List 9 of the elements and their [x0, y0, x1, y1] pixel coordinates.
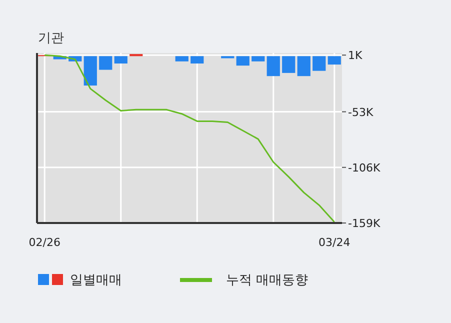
- y-tick-label: 1K: [348, 49, 363, 62]
- y-tick-label: -53K: [348, 106, 374, 119]
- x-tick-label: 02/26: [28, 236, 60, 249]
- chart-title: 기관: [38, 31, 64, 46]
- y-tick-label: -106K: [348, 161, 381, 174]
- legend-label: 일별매매: [70, 273, 122, 288]
- y-tick-label: -159K: [348, 217, 381, 230]
- x-tick-label: 03/24: [318, 236, 350, 249]
- legend-label: 누적 매매동향: [226, 273, 308, 288]
